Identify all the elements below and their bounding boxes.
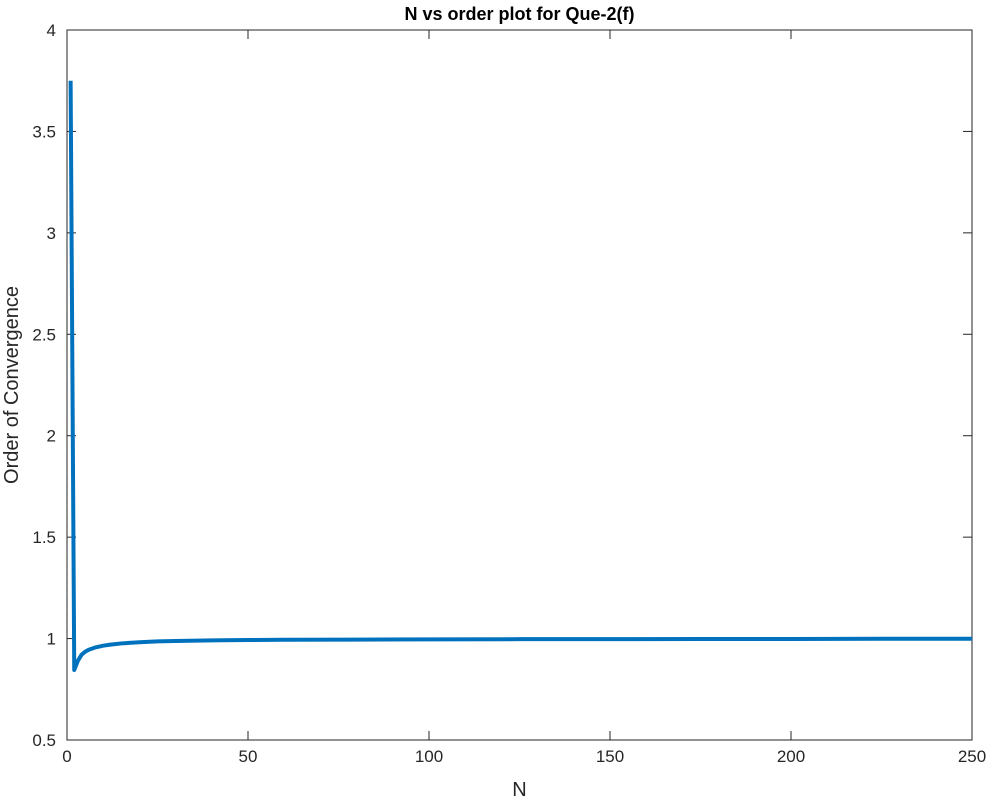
x-axis: 0 50 100 150 200 250 [62, 30, 986, 766]
x-tick-label: 200 [777, 747, 805, 766]
x-tick-label: 150 [596, 747, 624, 766]
series-line [68, 80, 972, 673]
chart-title: N vs order plot for Que-2(f) [404, 4, 634, 24]
axes-box [66, 29, 973, 741]
y-tick-label: 2.5 [32, 325, 56, 344]
y-tick-label: 3.5 [32, 122, 56, 141]
x-tick-label: 0 [62, 747, 71, 766]
x-tick-label: 50 [239, 747, 258, 766]
x-tick-label: 250 [958, 747, 986, 766]
y-axis-label: Order of Convergence [1, 286, 23, 484]
y-axis: 0.5 1 1.5 2 2.5 3 3.5 4 [32, 21, 972, 750]
series-layer [68, 80, 972, 673]
y-tick-label: 0.5 [32, 731, 56, 750]
x-axis-label: N [512, 779, 526, 800]
y-tick-label: 1 [47, 630, 56, 649]
y-tick-label: 4 [47, 21, 56, 40]
y-tick-label: 1.5 [32, 528, 56, 547]
x-tick-label: 100 [415, 747, 443, 766]
y-tick-label: 2 [47, 427, 56, 446]
plot-area [66, 29, 973, 741]
y-tick-label: 3 [47, 224, 56, 243]
